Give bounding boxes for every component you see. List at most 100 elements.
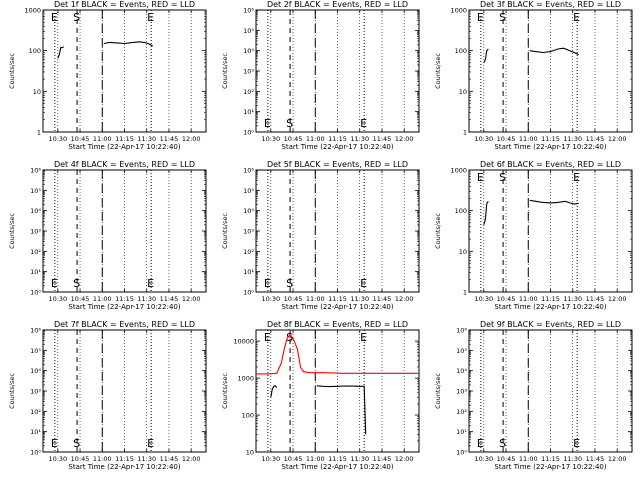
x-tick-label: 12:00 (395, 455, 414, 463)
y-tick-label: 1000 (237, 375, 254, 383)
y-tick-label: 10⁶ (456, 327, 467, 335)
y-tick-label: 10¹ (243, 268, 254, 276)
marker-label: E (573, 437, 580, 450)
x-tick-label: 10:30 (48, 295, 67, 303)
x-tick-label: 10:45 (71, 135, 90, 143)
x-tick-label: 11:15 (328, 455, 347, 463)
y-tick-label: 1 (37, 129, 41, 137)
y-tick-label: 10⁵ (30, 347, 41, 355)
x-tick-label: 11:45 (160, 135, 179, 143)
x-tick-label: 10:30 (48, 135, 67, 143)
x-axis-label: Start Time (22-Apr-17 10:22:40) (68, 303, 180, 311)
y-tick-label: 10³ (243, 68, 254, 76)
x-tick-label: 11:30 (563, 135, 582, 143)
panel-det-7: Det 7f BLACK = Events, RED = LLD 10:30 10:… (8, 320, 207, 471)
x-tick-label: 10:30 (261, 135, 280, 143)
panel-title: Det 1f BLACK = Events, RED = LLD (54, 0, 195, 9)
x-tick-label: 11:00 (93, 295, 112, 303)
x-tick-label: 11:30 (350, 455, 369, 463)
y-axis-label: Counts/sec (434, 373, 442, 409)
panel-title: Det 4f BLACK = Events, RED = LLD (54, 160, 195, 169)
x-tick-label: 10:45 (71, 295, 90, 303)
marker-label: E (360, 117, 367, 130)
x-axis-label: Start Time (22-Apr-17 10:22:40) (494, 143, 606, 151)
panel-title: Det 9f BLACK = Events, RED = LLD (480, 320, 621, 329)
y-axis-label: Counts/sec (8, 373, 16, 409)
x-axis-label: Start Time (22-Apr-17 10:22:40) (494, 463, 606, 471)
y-tick-label: 10² (30, 248, 41, 256)
marker-label: E (573, 171, 580, 184)
y-tick-label: 10⁰ (30, 289, 41, 297)
y-tick-label: 10000 (233, 338, 254, 346)
marker-label: S (73, 437, 80, 450)
y-tick-label: 100 (29, 47, 41, 55)
marker-label: S (73, 11, 80, 24)
x-tick-label: 11:00 (93, 135, 112, 143)
marker-label: E (477, 11, 484, 24)
panel-title: Det 8f BLACK = Events, RED = LLD (267, 320, 408, 329)
x-tick-label: 10:30 (261, 455, 280, 463)
panel-title: Det 6f BLACK = Events, RED = LLD (480, 160, 621, 169)
y-axis-label: Counts/sec (8, 53, 16, 89)
x-tick-label: 11:15 (328, 135, 347, 143)
x-axis-label: Start Time (22-Apr-17 10:22:40) (281, 143, 393, 151)
y-tick-label: 10¹ (243, 108, 254, 116)
x-tick-label: 11:00 (519, 455, 538, 463)
x-tick-label: 11:00 (306, 455, 325, 463)
x-tick-label: 12:00 (608, 135, 627, 143)
marker-label: E (360, 331, 367, 344)
panel-title: Det 2f BLACK = Events, RED = LLD (267, 0, 408, 9)
x-tick-label: 11:15 (541, 135, 560, 143)
panel-det-3: Det 3f BLACK = Events, RED = LLD 10:30 10:… (434, 0, 633, 151)
y-tick-label: 10 (459, 88, 467, 96)
y-tick-label: 10⁶ (243, 167, 254, 175)
x-tick-label: 10:45 (71, 455, 90, 463)
x-tick-label: 12:00 (608, 295, 627, 303)
x-tick-label: 11:15 (115, 135, 134, 143)
panel-title: Det 3f BLACK = Events, RED = LLD (480, 0, 621, 9)
y-tick-label: 10⁴ (456, 367, 467, 375)
x-tick-label: 10:45 (284, 135, 303, 143)
marker-label: S (286, 331, 293, 344)
x-tick-label: 10:30 (48, 455, 67, 463)
marker-label: E (51, 277, 58, 290)
y-tick-label: 10³ (243, 228, 254, 236)
y-tick-label: 10⁶ (243, 7, 254, 15)
marker-label: E (147, 11, 154, 24)
events-series-segment (529, 199, 579, 205)
x-tick-label: 12:00 (395, 295, 414, 303)
x-tick-label: 12:00 (182, 455, 201, 463)
x-tick-label: 10:30 (261, 295, 280, 303)
x-tick-label: 10:45 (284, 455, 303, 463)
y-tick-label: 10² (30, 408, 41, 416)
y-tick-label: 1000 (450, 7, 467, 15)
x-tick-label: 12:00 (608, 455, 627, 463)
x-tick-label: 10:30 (474, 455, 493, 463)
x-tick-label: 11:00 (93, 455, 112, 463)
events-series-segment (103, 41, 153, 47)
marker-label: S (499, 11, 506, 24)
panel-det-6: Det 6f BLACK = Events, RED = LLD 10:30 10:… (434, 160, 633, 311)
x-tick-label: 11:45 (373, 135, 392, 143)
y-tick-label: 10³ (30, 388, 41, 396)
y-tick-label: 10³ (456, 388, 467, 396)
y-tick-label: 10⁴ (243, 47, 254, 55)
x-tick-label: 10:45 (497, 455, 516, 463)
x-tick-label: 11:45 (586, 455, 605, 463)
marker-label: E (264, 277, 271, 290)
y-tick-label: 10⁴ (30, 207, 41, 215)
x-tick-label: 11:00 (519, 295, 538, 303)
y-axis-label: Counts/sec (221, 53, 229, 89)
y-tick-label: 10² (456, 408, 467, 416)
x-tick-label: 11:30 (137, 455, 156, 463)
y-tick-label: 10² (243, 248, 254, 256)
x-tick-label: 11:00 (519, 135, 538, 143)
y-tick-label: 10⁵ (30, 187, 41, 195)
x-tick-label: 11:30 (137, 295, 156, 303)
marker-label: E (147, 437, 154, 450)
y-tick-label: 10⁰ (243, 129, 254, 137)
panel-det-4: Det 4f BLACK = Events, RED = LLD 10:30 10:… (8, 160, 207, 311)
y-tick-label: 10¹ (30, 268, 41, 276)
y-axis-label: Counts/sec (221, 373, 229, 409)
y-tick-label: 10⁶ (30, 167, 41, 175)
